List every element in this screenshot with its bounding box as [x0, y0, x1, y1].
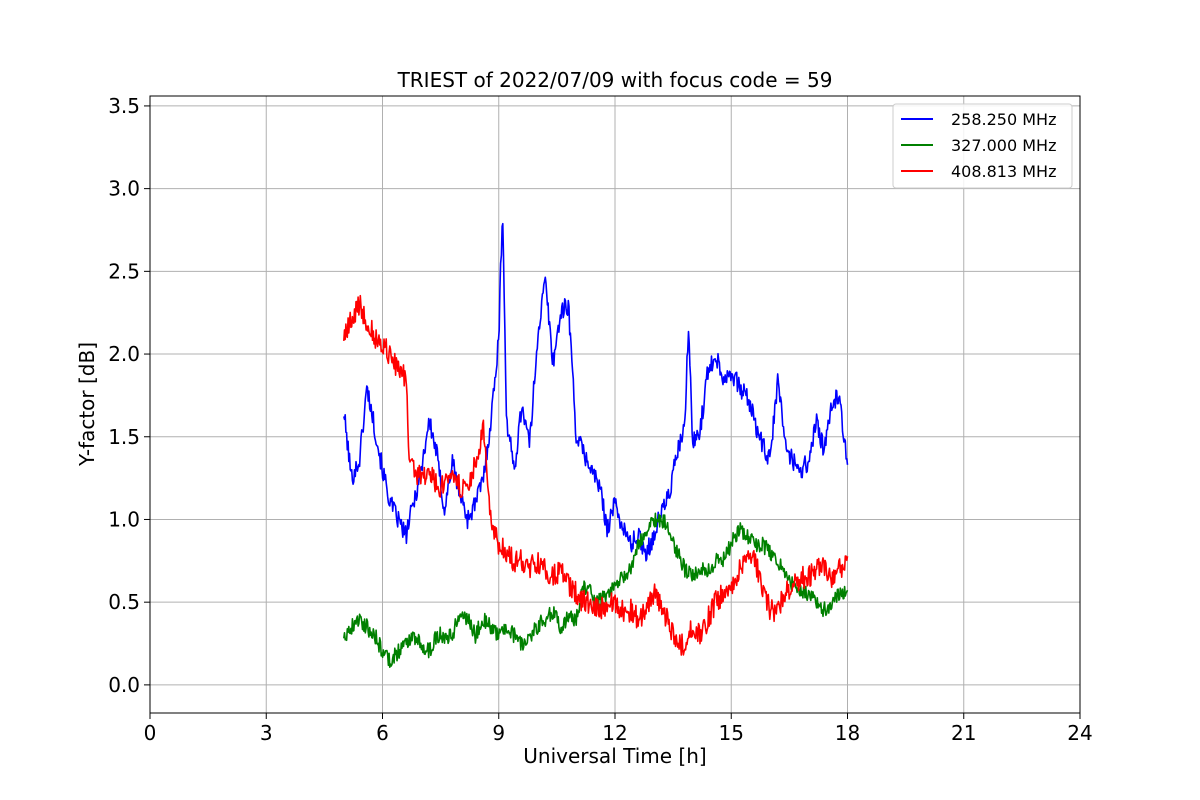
y-tick-label: 2.5 [108, 259, 140, 283]
x-tick-label: 3 [260, 721, 273, 745]
chart-title: TRIEST of 2022/07/09 with focus code = 5… [397, 68, 833, 92]
y-tick-label: 3.5 [108, 94, 140, 118]
series-layer [343, 222, 849, 668]
series-line [343, 222, 849, 562]
legend-box [892, 103, 1073, 189]
x-tick-label: 0 [144, 721, 157, 745]
series-line [343, 294, 849, 656]
x-tick-label: 18 [835, 721, 860, 745]
y-tick-label: 0.0 [108, 673, 140, 697]
y-tick-label: 2.0 [108, 342, 140, 366]
y-tick-label: 3.0 [108, 177, 140, 201]
x-tick-label: 6 [376, 721, 389, 745]
legend: 258.250 MHz 327.000 MHz 408.813 MHz [892, 103, 1073, 189]
x-tick-label: 15 [719, 721, 744, 745]
y-tick-label: 1.5 [108, 425, 140, 449]
y-axis-label: Y-factor [dB] [75, 342, 99, 467]
y-tick-label: 1.0 [108, 507, 140, 531]
legend-label: 327.000 MHz [951, 136, 1056, 155]
legend-label: 408.813 MHz [951, 162, 1056, 181]
y-tick-label: 0.5 [108, 590, 140, 614]
x-tick-label: 12 [602, 721, 627, 745]
x-axis-label: Universal Time [h] [523, 744, 706, 768]
legend-label: 258.250 MHz [951, 110, 1056, 129]
axis-ticks: 0 3 6 9 12 15 18 21 24 0.0 0.5 1.0 1.5 2.0 2.5 3.0 3.5 [108, 94, 1093, 745]
x-tick-label: 24 [1067, 721, 1092, 745]
x-tick-label: 21 [951, 721, 976, 745]
x-tick-label: 9 [492, 721, 505, 745]
